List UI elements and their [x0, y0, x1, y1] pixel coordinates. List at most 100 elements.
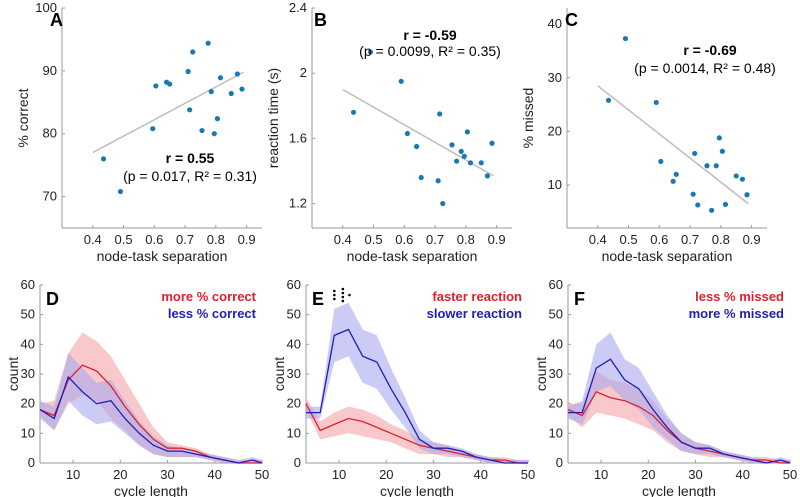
significance-marker [341, 291, 345, 295]
x-axis-label: node-task separation [347, 248, 478, 264]
y-tick-label: 0 [556, 455, 563, 470]
data-point [461, 153, 467, 159]
panel-label: A [50, 10, 63, 30]
data-point [478, 160, 484, 166]
y-tick-label: 100 [35, 0, 57, 15]
y-tick-label: 50 [287, 307, 301, 322]
line-blue [39, 375, 263, 464]
x-tick-label: 20 [113, 467, 127, 482]
y-tick-label: 30 [287, 366, 301, 381]
x-tick-label: 50 [521, 467, 535, 482]
data-point [658, 158, 664, 165]
data-point [398, 78, 404, 84]
y-tick-label: 30 [548, 70, 562, 85]
data-point [709, 207, 715, 213]
data-point [199, 127, 205, 134]
legend-blue: more % missed [689, 306, 784, 321]
line-red [305, 403, 528, 464]
y-tick-label: 40 [287, 336, 301, 351]
data-point [733, 173, 739, 179]
data-point [440, 200, 446, 207]
y-tick-label: 2.4 [289, 0, 307, 15]
x-tick-label: 0.6 [395, 232, 413, 247]
data-point [350, 109, 357, 115]
correlation-p: (p = 0.0014, R² = 0.48) [634, 60, 776, 76]
y-tick-label: 2 [300, 65, 307, 80]
data-point [622, 35, 629, 42]
significance-marker [341, 299, 345, 303]
x-tick-label: 50 [783, 467, 797, 482]
y-tick-label: 30 [549, 366, 563, 381]
data-point [239, 86, 245, 92]
fit-line [597, 85, 750, 205]
x-tick-label: 50 [255, 467, 269, 482]
x-tick-label: 10 [332, 467, 346, 482]
x-tick-label: 20 [641, 467, 655, 482]
y-tick-label: 0 [294, 455, 301, 470]
data-point [449, 142, 455, 148]
legend-red: less % missed [695, 289, 784, 304]
data-point [117, 188, 124, 195]
data-point [205, 40, 211, 46]
x-tick-label: 40 [208, 467, 222, 482]
x-axis-label: cycle length [114, 483, 188, 497]
x-tick-label: 0.9 [488, 232, 506, 247]
x-tick-label: 0.6 [650, 232, 668, 247]
x-tick-label: 0.7 [176, 232, 194, 247]
band-red [40, 332, 262, 463]
data-point [673, 171, 679, 177]
x-tick-label: 10 [594, 467, 608, 482]
panel-b: 0.4 0.5 0.6 0.7 0.8 0.9 1.2 1.6 2 2.4 node-task se… [265, 0, 512, 264]
correlation-p: (p = 0.0099, R² = 0.35) [359, 43, 501, 59]
panel-label: B [314, 10, 327, 30]
x-tick-label: 10 [66, 467, 80, 482]
y-tick-label: 10 [21, 425, 35, 440]
x-tick-label: 30 [160, 467, 174, 482]
y-tick-label: 0 [28, 455, 35, 470]
correlation-p: (p = 0.017, R² = 0.31) [123, 168, 257, 184]
y-tick-label: 50 [549, 307, 563, 322]
data-point [722, 201, 729, 207]
data-point [234, 71, 240, 77]
data-point [211, 131, 217, 137]
x-tick-label: 0.7 [426, 232, 444, 247]
x-tick-label: 0.9 [238, 232, 256, 247]
significance-marker [341, 295, 345, 299]
y-tick-label: 40 [21, 336, 35, 351]
data-point [653, 99, 659, 106]
data-point [153, 83, 159, 89]
y-tick-label: 20 [21, 396, 35, 411]
y-tick-label: 10 [549, 425, 563, 440]
data-point [190, 49, 196, 55]
data-point [404, 130, 410, 137]
panel-label: E [312, 289, 324, 309]
panel-e: 10 20 30 40 50 0 10 20 30 40 50 60 cycle length count… [271, 277, 535, 497]
x-tick-label: 0.4 [334, 232, 352, 247]
panel-d: 10 20 30 40 50 0 10 20 30 40 50 60 cycle length count… [5, 277, 269, 497]
x-tick-label: 30 [688, 467, 702, 482]
x-tick-label: 0.5 [619, 232, 637, 247]
y-tick-label: 10 [548, 177, 562, 192]
data-point [187, 107, 193, 113]
data-point [100, 156, 107, 162]
y-tick-label: 20 [287, 396, 301, 411]
x-tick-label: 0.8 [207, 232, 225, 247]
data-point [692, 150, 698, 157]
y-axis-label: count [533, 357, 549, 391]
y-tick-label: 60 [287, 277, 301, 292]
y-tick-label: 1.6 [289, 130, 307, 145]
legend-red: faster reaction [432, 289, 522, 304]
y-tick-label: 40 [549, 336, 563, 351]
y-axis-label: reaction time (s) [265, 68, 281, 168]
data-point [704, 163, 710, 169]
x-tick-label: 0.4 [589, 232, 607, 247]
x-tick-label: 0.6 [145, 232, 163, 247]
legend-red: more % correct [161, 289, 256, 304]
panel-c: 0.4 0.5 0.6 0.7 0.8 0.9 10 20 30 40 node-task sepa… [520, 8, 776, 264]
y-tick-label: 30 [21, 366, 35, 381]
x-tick-label: 0.9 [743, 232, 761, 247]
x-axis-label: node-task separation [97, 248, 228, 264]
data-point [214, 116, 220, 122]
panel-a: 0.4 0.5 0.6 0.7 0.8 0.9 70 80 90 100 node-task sep… [15, 0, 262, 264]
data-point [185, 68, 191, 75]
